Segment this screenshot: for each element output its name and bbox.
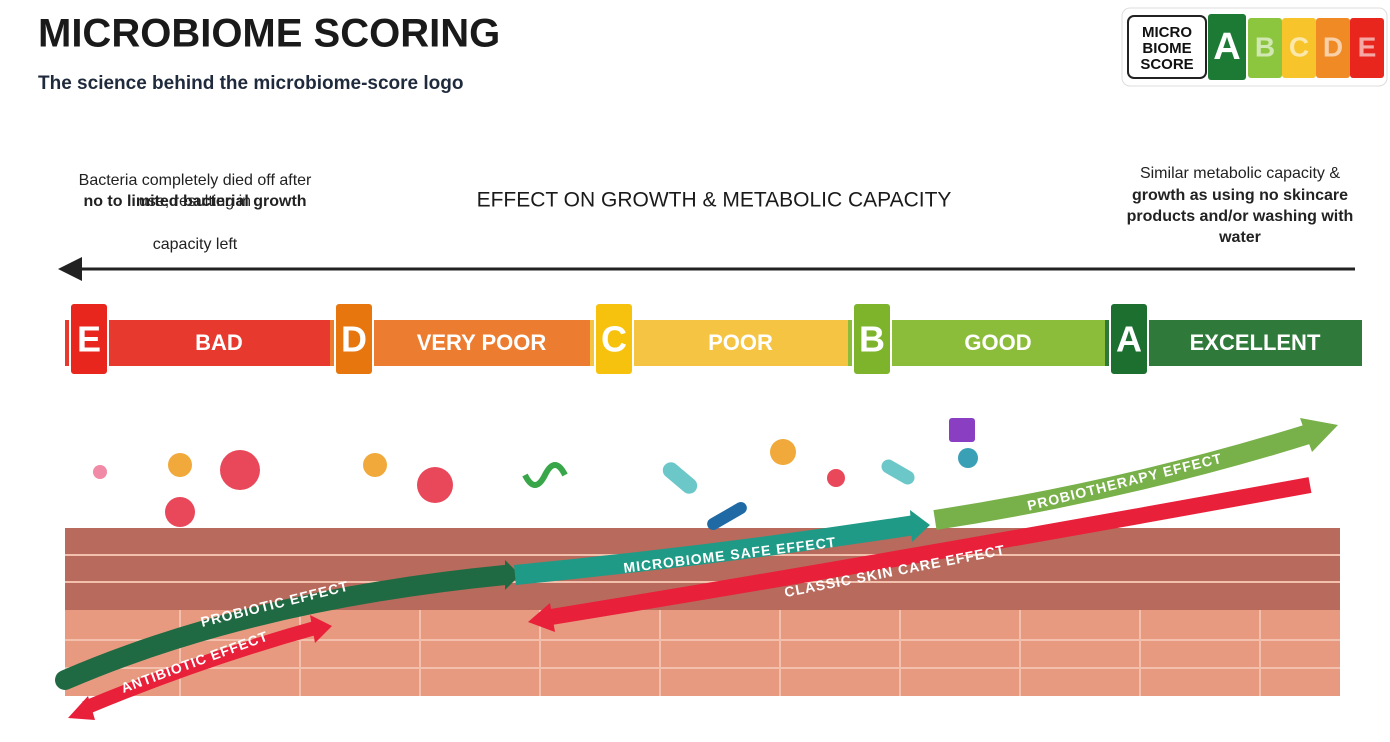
logo-text: BIOME [1142, 40, 1191, 57]
bacterium [770, 439, 796, 465]
skin-bottom [65, 610, 1340, 696]
axis-label: EFFECT ON GROWTH & METABOLIC CAPACITY [477, 189, 952, 212]
logo-cell [1282, 18, 1316, 78]
scale-letter: D [341, 319, 367, 360]
scale-letter: A [1116, 319, 1142, 360]
logo-cell [1208, 14, 1246, 80]
bacterium [958, 448, 978, 468]
logo-letter: B [1255, 31, 1275, 62]
left-note-bold: no to limited bacterial growth [83, 193, 306, 210]
bacterium [707, 502, 747, 530]
classic-arrow [543, 477, 1312, 626]
logo-cell [1350, 18, 1384, 78]
bacterium [662, 462, 698, 494]
scale-label: POOR [708, 330, 773, 355]
probiotic-arrow [55, 565, 515, 690]
scale-label: EXCELLENT [1190, 330, 1321, 355]
bacterium [168, 453, 192, 477]
logo-letter: D [1323, 31, 1343, 62]
note-line: water [1218, 229, 1261, 246]
logo-letter: A [1213, 26, 1240, 68]
bacteria [93, 418, 978, 530]
bacterium [93, 465, 107, 479]
arrow-head [910, 510, 930, 542]
note-line: Bacteria completely died off after [79, 172, 312, 189]
scale-letter: B [859, 319, 885, 360]
left-note-end: capacity left [153, 236, 238, 253]
arrow-head [528, 603, 555, 632]
logo-letter: E [1358, 31, 1377, 62]
note-line: use, resulting in [139, 193, 251, 210]
right-note-bold: growth as using no skincare products and/… [1127, 187, 1354, 246]
scale-badge [69, 302, 109, 376]
bacterium [522, 462, 568, 488]
logo-letter: C [1289, 31, 1309, 62]
scale-badge [334, 302, 374, 376]
subtitle: The science behind the microbiome-score … [38, 73, 463, 94]
logo-cell [1248, 18, 1282, 78]
bacterium [165, 497, 195, 527]
scale-label: GOOD [964, 330, 1031, 355]
logo-box [1127, 15, 1207, 79]
bacterium [363, 453, 387, 477]
bacterium [417, 467, 453, 503]
probiotherapy-arrow [933, 422, 1318, 530]
arrow-head [505, 560, 520, 590]
logo-cell [1316, 18, 1350, 78]
right-note: Similar metabolic capacity & [1140, 165, 1340, 182]
bacterium [881, 459, 915, 485]
safe-arrow [514, 515, 917, 585]
logo-text: MICRO [1142, 24, 1192, 41]
scale-badge [594, 302, 634, 376]
scale-label: BAD [195, 330, 243, 355]
note-line: products and/or washing with [1127, 208, 1354, 225]
bacterium [827, 469, 845, 487]
left-note: Bacteria completely died off after use, r… [79, 172, 312, 210]
note-line: growth as using no skincare [1132, 187, 1348, 204]
scale-letter: C [601, 319, 627, 360]
antibiotic-arrow [82, 621, 317, 715]
scale-badge [1109, 302, 1149, 376]
scale-letter: E [77, 319, 101, 360]
arrow-head [1300, 418, 1338, 452]
title: MICROBIOME SCORING [38, 12, 500, 56]
scale-badge [852, 302, 892, 376]
scale-label: VERY POOR [417, 330, 547, 355]
scale: E BAD D VERY POOR C POOR B GOOD A EXCELLENT [65, 302, 1362, 376]
bacterium [220, 450, 260, 490]
scale-segment [65, 320, 330, 366]
logo-text: SCORE [1140, 56, 1193, 73]
note-line: no to limited bacterial growth [83, 193, 306, 210]
chat-icon [949, 418, 975, 442]
